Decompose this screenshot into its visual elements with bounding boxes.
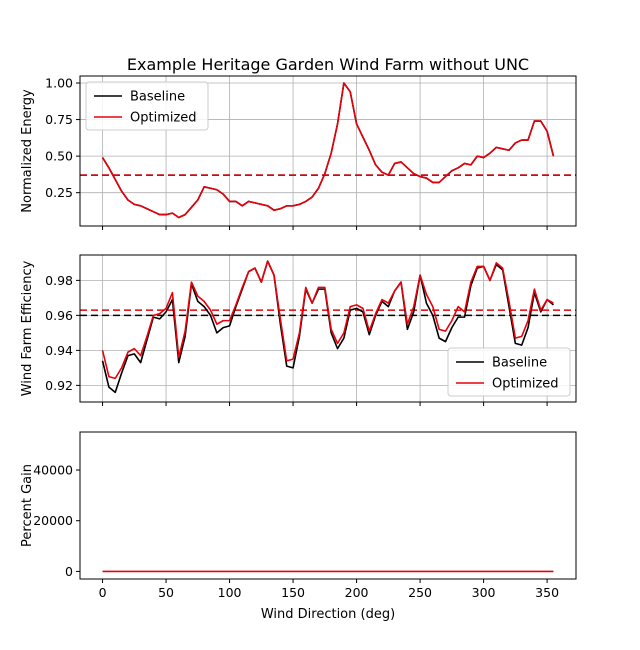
axes-frame bbox=[79, 75, 577, 227]
y-tick-label: 0.50 bbox=[45, 149, 73, 164]
x-tick-label: 300 bbox=[472, 585, 496, 600]
legend-label: Baseline bbox=[492, 356, 547, 371]
x-tick-label: 0 bbox=[99, 585, 107, 600]
x-axis-label: Wind Direction (deg) bbox=[261, 607, 395, 622]
y-tick-label: 0.94 bbox=[45, 343, 73, 358]
x-tick-label: 50 bbox=[158, 585, 174, 600]
y-tick-label: 0 bbox=[65, 564, 73, 579]
y-tick-label: 20000 bbox=[33, 513, 73, 528]
series-line-optimized bbox=[101, 82, 555, 219]
y-tick-label: 40000 bbox=[33, 463, 73, 478]
panel-normalized-energy: 0.25 0.50 0.75 1.00 Normalized Energy Baselin… bbox=[20, 75, 577, 230]
axes-frame bbox=[79, 431, 577, 580]
panel-wind-farm-efficiency: 0.92 0.94 0.96 0.98 Wind Farm Efficiency Base… bbox=[20, 254, 577, 406]
chart-title: Example Heritage Garden Wind Farm withou… bbox=[127, 55, 529, 74]
series-line-optimized bbox=[101, 260, 554, 380]
legend-label: Optimized bbox=[130, 111, 197, 126]
y-axis-label: Percent Gain bbox=[20, 464, 35, 547]
legend-label: Baseline bbox=[130, 90, 185, 105]
y-tick-label: 0.92 bbox=[45, 378, 73, 393]
y-tick-label: 0.96 bbox=[45, 308, 73, 323]
y-tick-label: 0.25 bbox=[45, 185, 73, 200]
x-tick-label: 100 bbox=[218, 585, 242, 600]
y-tick-label: 0.98 bbox=[45, 273, 73, 288]
x-tick-label: 350 bbox=[535, 585, 559, 600]
x-tick-label: 250 bbox=[408, 585, 432, 600]
legend-label: Optimized bbox=[492, 377, 559, 392]
legend: Baseline Optimized bbox=[85, 81, 209, 131]
axes-frame bbox=[79, 254, 577, 403]
y-tick-label: 0.75 bbox=[45, 112, 73, 127]
y-axis-label: Wind Farm Efficiency bbox=[20, 260, 35, 396]
panel-percent-gain: 0 50 100 150 200 250 300 350 0 20000 40000Percent … bbox=[20, 431, 577, 622]
y-tick-label: 1.00 bbox=[45, 76, 73, 91]
y-axis-label: Normalized Energy bbox=[20, 89, 35, 213]
x-tick-label: 200 bbox=[345, 585, 369, 600]
x-tick-label: 150 bbox=[281, 585, 305, 600]
legend: Baseline Optimized bbox=[447, 347, 571, 397]
